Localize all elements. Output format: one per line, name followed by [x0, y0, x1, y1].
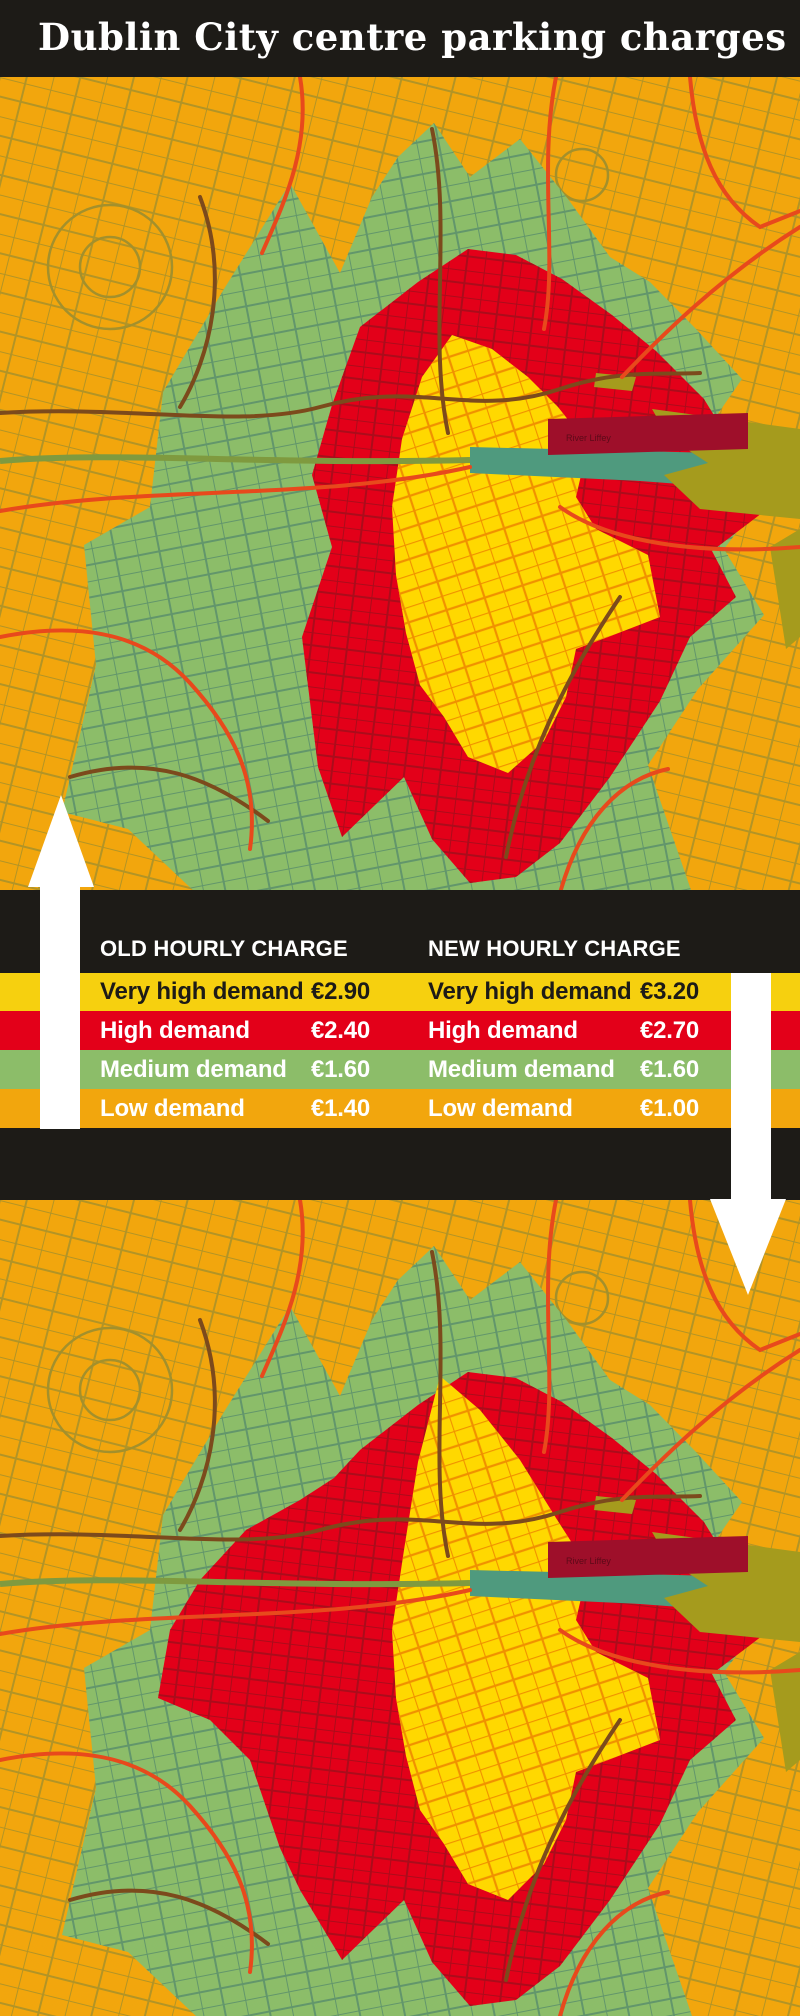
old-demand-label: Very high demand: [100, 978, 304, 1005]
new-price: €1.00: [640, 1094, 700, 1122]
page-title: Dublin City centre parking charges: [38, 15, 787, 59]
new-table-header: NEW HOURLY CHARGE: [428, 936, 681, 961]
charge-row-low: Low demand €1.40 Low demand €1.00: [0, 1089, 800, 1128]
old-demand-label: Medium demand: [100, 1055, 287, 1083]
old-price: €2.40: [311, 1016, 371, 1044]
charge-row-high: High demand €2.40 High demand €2.70: [0, 1011, 800, 1050]
panel-bottom-band: [0, 1128, 800, 1200]
title-bar: Dublin City centre parking charges: [0, 0, 800, 77]
old-price: €1.40: [311, 1094, 371, 1122]
charges-panel-header-band: OLD HOURLY CHARGE NEW HOURLY CHARGE: [0, 890, 800, 973]
old-charges-map: [0, 77, 800, 890]
old-price: €2.90: [311, 978, 371, 1005]
charges-rows: Very high demand €2.90 Very high demand …: [0, 973, 800, 1128]
old-demand-label: High demand: [100, 1016, 250, 1044]
new-demand-label: Very high demand: [428, 978, 632, 1005]
new-price: €1.60: [640, 1055, 700, 1083]
old-price: €1.60: [311, 1055, 371, 1083]
new-demand-label: Low demand: [428, 1094, 573, 1122]
new-demand-label: High demand: [428, 1016, 578, 1044]
old-table-header: OLD HOURLY CHARGE: [100, 936, 348, 961]
charge-row-very-high: Very high demand €2.90 Very high demand …: [0, 973, 800, 1011]
new-price: €2.70: [640, 1016, 700, 1044]
charge-row-medium: Medium demand €1.60 Medium demand €1.60: [0, 1050, 800, 1089]
new-price: €3.20: [640, 978, 700, 1005]
old-demand-label: Low demand: [100, 1094, 245, 1122]
new-demand-label: Medium demand: [428, 1055, 615, 1083]
new-charges-map: [0, 1200, 800, 2016]
